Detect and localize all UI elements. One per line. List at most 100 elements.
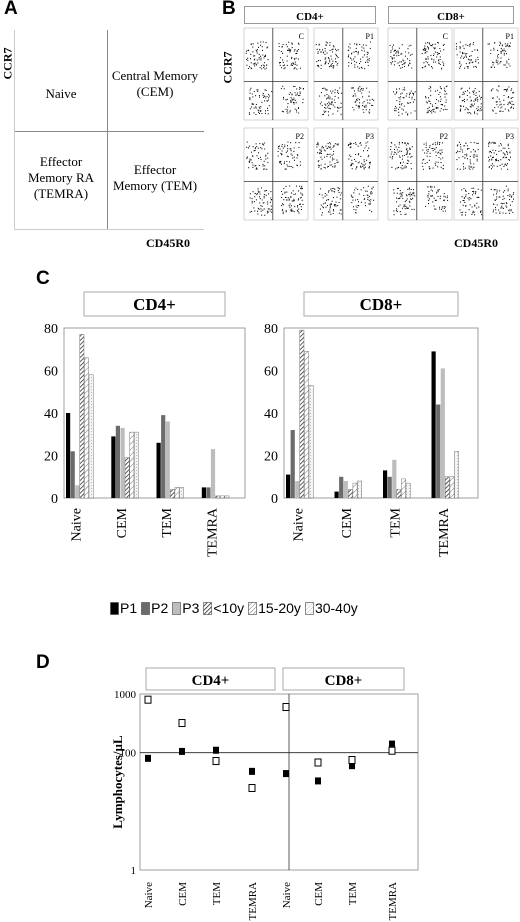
bar — [129, 431, 135, 499]
category-label: Naive — [291, 508, 306, 541]
category-label: TEM — [160, 507, 175, 537]
y-tick-label: 60 — [44, 365, 58, 380]
flow-plot-label: P1 — [506, 32, 514, 41]
category-label: CEM — [340, 507, 355, 538]
flow-plot-events — [389, 42, 448, 116]
filled-point — [145, 754, 151, 762]
y-tick-label: 40 — [44, 407, 58, 422]
bar — [111, 436, 116, 498]
flow-plot: P2 — [243, 127, 309, 221]
panel-b-group-cd4-box: CD4+ — [244, 6, 376, 24]
category-label: CEM — [115, 507, 130, 538]
category-label: TEM — [388, 507, 403, 537]
chart-title: CD4+ — [133, 295, 176, 314]
flow-plot-label: P3 — [506, 132, 514, 141]
bar — [449, 476, 455, 499]
bar — [174, 487, 180, 499]
y-tick-label: 80 — [264, 322, 278, 337]
bar — [357, 480, 362, 499]
flow-plot-label: C — [443, 32, 448, 41]
flow-plot-events — [246, 141, 304, 216]
flow-plot: P1 — [313, 27, 379, 121]
bar — [201, 487, 206, 498]
panel-letter-c: C — [36, 268, 50, 289]
bar — [440, 368, 445, 498]
y-tick-label: 20 — [264, 450, 278, 465]
bar — [396, 489, 402, 499]
flow-plot-frame — [243, 127, 309, 221]
legend-swatch-rect — [203, 601, 213, 615]
group-title-box — [282, 667, 405, 691]
legend-item: 30-40y — [305, 600, 358, 616]
bar — [387, 476, 392, 499]
quadrant-cem: Central Memory (CEM) — [111, 68, 199, 99]
bar — [120, 427, 125, 498]
chart-title-box — [83, 291, 226, 317]
flow-plot-frame — [453, 27, 519, 121]
bar — [219, 495, 225, 499]
flow-plot-frame — [387, 27, 453, 121]
bar — [436, 404, 441, 498]
filled-point — [213, 746, 219, 754]
open-point — [248, 783, 256, 792]
legend-swatch-rect — [172, 601, 182, 615]
legend-swatch — [248, 601, 257, 615]
panel-a-x-axis-line — [14, 229, 204, 230]
legend-swatch-rect — [141, 601, 150, 615]
bar — [215, 495, 221, 499]
bar — [156, 442, 161, 499]
bar — [88, 374, 94, 499]
flow-plot: C — [387, 27, 453, 121]
y-tick-label: 20 — [44, 450, 58, 465]
legend-item: 15-20y — [248, 600, 301, 616]
scatter-chart: CD4+ CD8+ 1 100 1000 Lymphocytes/µL Naive CEM TE… — [110, 667, 419, 921]
bar-chart-CD8+: CD8+ 0 20 40 60 80 Naive CEM TEM TEMRA — [264, 291, 479, 557]
category-label: Naive — [281, 882, 293, 908]
panel-letter-a: A — [4, 0, 18, 19]
y-tick-label: 100 — [120, 748, 137, 760]
legend-swatch — [172, 601, 182, 615]
legend-swatch — [141, 601, 150, 615]
flow-plot-label: P2 — [440, 132, 448, 141]
legend-label: 30-40y — [314, 600, 358, 616]
bar — [170, 489, 175, 499]
chart-title: CD8+ — [360, 295, 403, 314]
legend-item: P2 — [141, 600, 168, 616]
flow-plot-label: C — [299, 32, 304, 41]
bar-chart-CD4+: CD4+ 0 20 40 60 80 Naive CEM TEM TEMRA — [44, 291, 246, 557]
quadrant-temra: Effector Memory RA (TEMRA) — [27, 154, 95, 201]
flow-plot-frame — [387, 127, 453, 221]
bar — [165, 421, 170, 498]
open-point — [314, 758, 322, 767]
flow-plot-events — [245, 41, 304, 116]
bar — [124, 457, 130, 499]
bar — [343, 481, 348, 498]
bar — [304, 351, 309, 499]
flow-plot: C — [243, 27, 309, 121]
bar — [224, 495, 230, 499]
plot-frame — [63, 327, 246, 499]
category-label: Naive — [143, 882, 155, 908]
flow-plot: P1 — [453, 27, 519, 121]
flow-plot-events — [315, 41, 375, 116]
flow-plot: P3 — [453, 127, 519, 221]
legend-swatch-rect — [305, 601, 314, 615]
y-tick-label: 0 — [51, 492, 58, 507]
filled-point — [283, 770, 289, 778]
bar — [445, 476, 450, 499]
panel-b-group-cd8-box: CD8+ — [388, 6, 514, 24]
panel-a-y-axis-line — [14, 30, 15, 230]
bar — [295, 481, 300, 498]
group-title: CD4+ — [192, 673, 230, 689]
bar — [161, 415, 166, 498]
flow-plot-label: P1 — [366, 32, 374, 41]
legend-item: P1 — [110, 600, 137, 616]
legend-label: P1 — [120, 600, 138, 616]
bar — [339, 476, 344, 499]
open-point — [348, 755, 356, 764]
flow-plots: C P1 C P1 P2 P3 P2 P3 — [243, 27, 519, 221]
bar — [286, 474, 291, 498]
category-label: TEMRA — [247, 882, 259, 921]
bar — [299, 329, 305, 499]
category-label: CEM — [313, 882, 325, 906]
